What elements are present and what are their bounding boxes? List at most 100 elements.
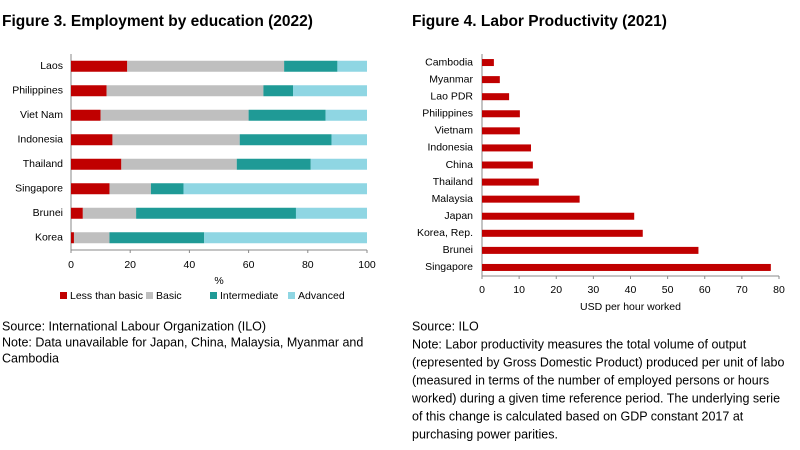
bar-segment [71, 232, 74, 244]
bar-segment [100, 109, 249, 121]
note-line: purchasing power parities. [412, 427, 558, 441]
bar-segment [331, 134, 367, 146]
note-line: Cambodia [2, 351, 59, 365]
y-tick-label: Indonesia [427, 142, 473, 154]
y-tick-label: Brunei [443, 244, 473, 256]
bar-segment [109, 232, 205, 244]
bar-segment [127, 60, 285, 72]
bar-segment [71, 134, 113, 146]
x-tick-label: 60 [699, 284, 711, 296]
y-tick-label: Korea, Rep. [417, 227, 473, 239]
bar-segment [82, 207, 137, 219]
legend-swatch [288, 292, 295, 299]
bar-segment [239, 134, 332, 146]
bar-segment [248, 109, 326, 121]
bar-segment [71, 158, 122, 170]
x-tick-label: 0 [479, 284, 485, 296]
bar-segment [295, 207, 367, 219]
bar-segment [71, 183, 110, 195]
y-tick-label: Singapore [15, 183, 63, 195]
note-line: Note: Data unavailable for Japan, China,… [2, 335, 363, 349]
note-line: (measured in terms of the number of empl… [412, 373, 769, 387]
y-tick-label: Japan [444, 210, 473, 222]
bar-segment [121, 158, 237, 170]
bar [482, 93, 510, 101]
bar-segment [71, 60, 128, 72]
bar-segment [183, 183, 367, 195]
bar [482, 212, 635, 220]
x-tick-label: 50 [662, 284, 674, 296]
legend-label: Basic [156, 290, 182, 302]
chart-title: Figure 3. Employment by education (2022) [2, 13, 313, 30]
x-tick-label: 40 [184, 259, 196, 271]
y-tick-label: Laos [40, 60, 63, 72]
bar [482, 127, 520, 135]
legend-swatch [60, 292, 67, 299]
x-tick-label: 70 [736, 284, 748, 296]
bar-segment [109, 183, 151, 195]
x-axis-label: USD per hour worked [580, 301, 681, 313]
legend-label: Less than basic [70, 290, 143, 302]
y-tick-label: Singapore [425, 261, 473, 273]
x-axis-label: % [214, 275, 223, 287]
bar [482, 263, 771, 271]
source: Source: ILO [412, 319, 479, 333]
source: Source: International Labour Organizatio… [2, 319, 266, 333]
y-tick-label: Vietnam [435, 125, 474, 137]
bar-segment [204, 232, 367, 244]
bar-segment [293, 85, 367, 97]
bar-segment [112, 134, 240, 146]
bar [482, 59, 494, 67]
bar [482, 76, 500, 84]
x-tick-label: 30 [588, 284, 600, 296]
bar-segment [150, 183, 184, 195]
y-tick-label: Philippines [12, 85, 63, 97]
y-tick-label: Thailand [23, 158, 63, 170]
x-tick-label: 80 [773, 284, 785, 296]
bar-segment [71, 85, 107, 97]
bar-segment [73, 232, 110, 244]
bar [482, 161, 533, 169]
bar [482, 246, 699, 254]
x-tick-label: 10 [513, 284, 525, 296]
note-line: of this change is calculated based on GD… [412, 409, 744, 423]
y-tick-label: Korea [35, 232, 63, 244]
bar-segment [71, 109, 101, 121]
bar-segment [284, 60, 338, 72]
note-line: (represented by Gross Domestic Product) … [412, 355, 784, 369]
y-tick-label: Myanmar [429, 73, 473, 85]
x-tick-label: 40 [625, 284, 637, 296]
y-tick-label: Thailand [433, 176, 473, 188]
bar [482, 195, 580, 203]
y-tick-label: China [446, 159, 474, 171]
y-tick-label: Malaysia [432, 193, 474, 205]
bar [482, 110, 520, 118]
bar [482, 144, 532, 152]
bar-segment [236, 158, 311, 170]
bar-segment [263, 85, 293, 97]
x-tick-label: 100 [358, 259, 376, 271]
x-tick-label: 20 [550, 284, 562, 296]
y-tick-label: Indonesia [17, 134, 63, 146]
x-tick-label: 0 [68, 259, 74, 271]
y-tick-label: Brunei [33, 207, 63, 219]
x-tick-label: 80 [302, 259, 314, 271]
note-line: Note: Labor productivity measures the to… [412, 337, 747, 351]
bar-segment [106, 85, 264, 97]
bar-segment [136, 207, 296, 219]
bar-segment [310, 158, 367, 170]
y-tick-label: Cambodia [425, 56, 473, 68]
legend-swatch [210, 292, 217, 299]
bar-segment [325, 109, 367, 121]
x-tick-label: 60 [243, 259, 255, 271]
note-line: worked) during a given time reference pe… [411, 391, 780, 405]
bar [482, 178, 539, 186]
bar-segment [337, 60, 367, 72]
chart-title: Figure 4. Labor Productivity (2021) [412, 13, 667, 30]
y-tick-label: Philippines [422, 108, 473, 120]
x-tick-label: 20 [124, 259, 136, 271]
bar-segment [71, 207, 83, 219]
bar [482, 229, 643, 237]
